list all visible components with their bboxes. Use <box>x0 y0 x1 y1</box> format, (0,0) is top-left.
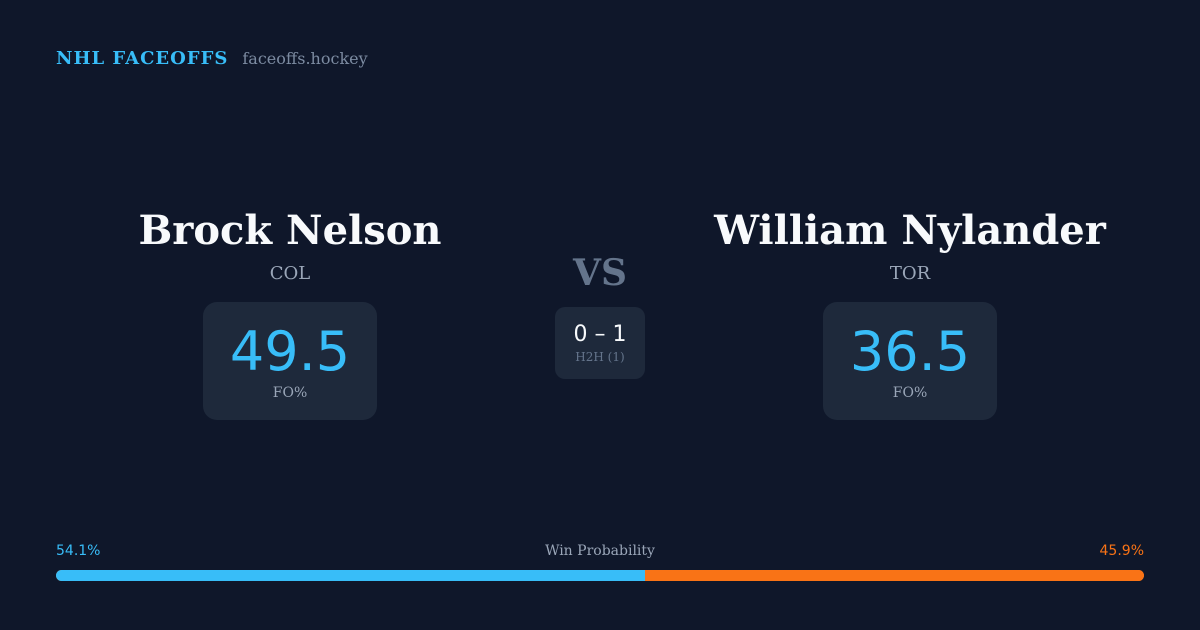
faceoff-percentage: 36.5 <box>849 320 971 383</box>
stat-label: FO% <box>272 385 308 401</box>
h2h-label: H2H (1) <box>575 350 625 364</box>
vs-label: VS <box>573 252 627 294</box>
stat-label: FO% <box>892 385 928 401</box>
right-probability-fill <box>644 570 1144 581</box>
player-name: Brock Nelson <box>138 207 442 254</box>
right-probability: 45.9% <box>1099 543 1144 559</box>
win-probability-labels: 54.1% Win Probability 45.9% <box>56 543 1144 563</box>
h2h-score: 0 – 1 <box>573 322 627 347</box>
player-team: TOR <box>889 263 931 284</box>
win-probability-title: Win Probability <box>545 543 655 559</box>
brand-header: NHL FACEOFFS faceoffs.hockey <box>56 48 368 69</box>
win-probability-bar <box>56 570 1144 581</box>
player-right: William Nylander TOR 36.5 FO% <box>680 205 1140 420</box>
player-left: Brock Nelson COL 49.5 FO% <box>60 205 520 420</box>
left-probability-fill <box>56 570 645 581</box>
head-to-head-box: 0 – 1 H2H (1) <box>555 307 645 379</box>
faceoff-stat-box: 49.5 FO% <box>203 302 377 420</box>
brand-name: NHL FACEOFFS <box>56 48 229 69</box>
left-probability: 54.1% <box>56 543 101 559</box>
faceoff-percentage: 49.5 <box>229 320 351 383</box>
player-team: COL <box>269 263 311 284</box>
player-name: William Nylander <box>714 207 1106 254</box>
faceoff-stat-box: 36.5 FO% <box>823 302 997 420</box>
brand-url: faceoffs.hockey <box>242 49 368 68</box>
